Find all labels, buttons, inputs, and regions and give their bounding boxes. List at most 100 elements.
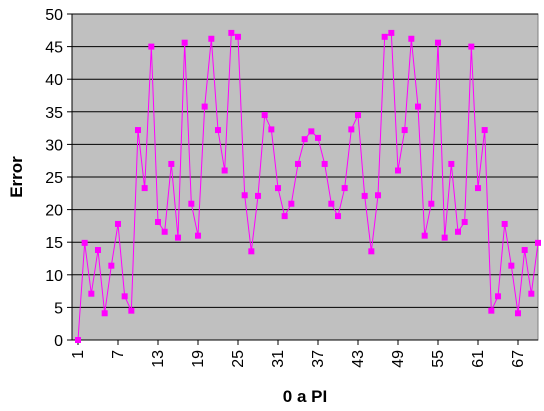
- series-group: [75, 29, 541, 343]
- y-tick-label: 15: [45, 235, 63, 252]
- data-point: [515, 310, 521, 317]
- x-axis-title: 0 a PI: [283, 387, 327, 406]
- x-tick-label: 31: [270, 350, 287, 368]
- y-axis-title: Error: [7, 156, 26, 198]
- data-point: [208, 35, 215, 42]
- data-point: [95, 247, 101, 254]
- x-tick-label: 1: [70, 350, 87, 359]
- data-point: [115, 220, 121, 227]
- data-point: [495, 293, 501, 300]
- data-point: [261, 112, 268, 119]
- data-point: [88, 290, 95, 297]
- x-tick-label: 55: [430, 350, 447, 368]
- data-point: [415, 103, 421, 110]
- data-point: [108, 262, 115, 269]
- data-point: [488, 307, 495, 314]
- x-tick-label: 61: [470, 350, 487, 368]
- x-tick-label: 67: [510, 350, 527, 368]
- data-point: [321, 160, 328, 167]
- y-tick-label: 40: [45, 72, 63, 89]
- y-tick-label: 50: [45, 7, 63, 24]
- data-point: [368, 248, 375, 255]
- x-tick-label: 19: [190, 350, 207, 368]
- data-point: [195, 232, 201, 239]
- series-line: [77, 32, 539, 341]
- x-tick-label: 13: [150, 350, 167, 368]
- data-point: [481, 127, 488, 134]
- data-point: [461, 218, 468, 225]
- x-tick-label: 49: [390, 350, 407, 368]
- data-point: [188, 200, 195, 207]
- data-point: [301, 136, 308, 143]
- data-point: [388, 29, 395, 36]
- y-tick-label: 20: [45, 203, 63, 220]
- data-point: [308, 128, 315, 135]
- data-point: [288, 200, 295, 207]
- data-point: [441, 234, 448, 241]
- data-point: [155, 218, 161, 225]
- data-point: [468, 43, 475, 50]
- x-tick-label: 43: [350, 350, 367, 368]
- data-point: [448, 160, 455, 167]
- y-tick-label: 35: [45, 105, 63, 122]
- data-point: [361, 192, 368, 199]
- x-tick-label: 25: [230, 350, 247, 368]
- data-point: [181, 39, 188, 46]
- y-tick-label: 10: [45, 268, 63, 285]
- data-point: [101, 310, 108, 317]
- data-point: [141, 185, 148, 192]
- data-point: [435, 39, 441, 46]
- data-point: [428, 200, 435, 207]
- data-point: [228, 29, 235, 36]
- data-point: [508, 262, 515, 269]
- data-point: [315, 134, 321, 141]
- data-point: [501, 220, 508, 227]
- y-axis-ticks: 0 5 10 15 20 25 30 35 40 45 50: [45, 7, 538, 350]
- data-point: [275, 185, 281, 192]
- data-point: [221, 167, 228, 174]
- data-point: [475, 185, 481, 192]
- data-point: [521, 247, 528, 254]
- data-point: [135, 127, 141, 134]
- data-point: [381, 33, 388, 40]
- data-point: [235, 33, 241, 40]
- y-tick-label: 30: [45, 137, 63, 154]
- data-point: [268, 126, 275, 133]
- data-point: [201, 103, 208, 110]
- data-point: [395, 167, 401, 174]
- y-tick-label: 25: [45, 170, 63, 187]
- y-tick-label: 45: [45, 40, 63, 57]
- data-point: [75, 337, 81, 343]
- data-point: [348, 126, 355, 133]
- data-point: [335, 213, 341, 220]
- data-point: [455, 228, 461, 235]
- x-axis-ticks: 1 7 13 19 25 31 37 43 49 55 61 67: [70, 340, 527, 368]
- data-point: [281, 213, 288, 220]
- data-point: [175, 234, 181, 241]
- data-point: [161, 228, 168, 235]
- x-tick-label: 37: [310, 350, 327, 368]
- data-point: [128, 307, 135, 314]
- data-point: [408, 35, 415, 42]
- data-point: [215, 127, 221, 134]
- data-point: [81, 239, 88, 246]
- data-point: [148, 43, 155, 50]
- y-tick-label: 0: [54, 333, 63, 350]
- y-tick-label: 5: [54, 300, 63, 317]
- data-point: [241, 192, 248, 199]
- data-point: [121, 293, 128, 300]
- data-point: [535, 239, 541, 246]
- data-point: [341, 185, 348, 192]
- data-point: [421, 232, 428, 239]
- data-point: [401, 127, 408, 134]
- data-point: [355, 112, 361, 119]
- data-point: [375, 192, 381, 199]
- data-point: [168, 160, 175, 167]
- data-point: [528, 290, 535, 297]
- x-tick-label: 7: [110, 350, 127, 359]
- data-point: [255, 192, 261, 199]
- data-point: [328, 200, 335, 207]
- data-point: [295, 160, 301, 167]
- data-point: [248, 248, 255, 255]
